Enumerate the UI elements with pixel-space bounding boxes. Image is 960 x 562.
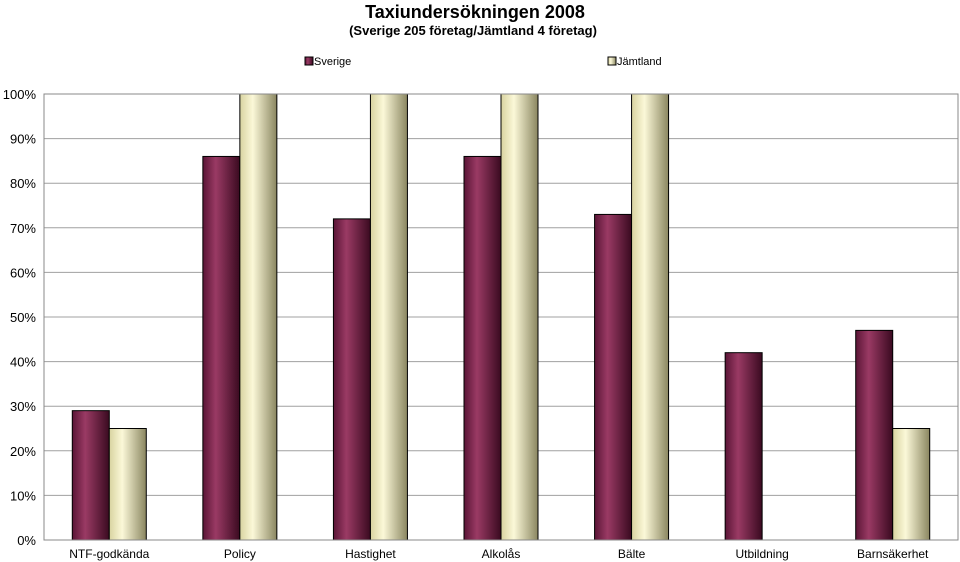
legend-label-sverige: Sverige bbox=[314, 56, 351, 68]
y-tick-label: 30% bbox=[10, 399, 36, 414]
y-tick-label: 70% bbox=[10, 221, 36, 236]
bar-sverige bbox=[724, 352, 763, 541]
bar-jamtland bbox=[369, 93, 408, 541]
bar-sverige bbox=[71, 410, 110, 541]
bar-jamtland bbox=[239, 93, 278, 541]
y-tick-label: 50% bbox=[10, 310, 36, 325]
bar-jamtland bbox=[108, 428, 147, 541]
y-tick-label: 10% bbox=[10, 488, 36, 503]
plot-area-border bbox=[43, 93, 959, 541]
bar-jamtland bbox=[892, 428, 931, 541]
legend-label-jamtland: Jämtland bbox=[617, 56, 662, 68]
y-tick-label: 0% bbox=[17, 533, 36, 548]
x-category-label: NTF-godkända bbox=[69, 547, 149, 561]
y-tick-label: 100% bbox=[3, 87, 37, 102]
y-tick-label: 90% bbox=[10, 132, 36, 147]
x-category-label: Policy bbox=[224, 547, 256, 561]
bar-sverige bbox=[855, 329, 894, 541]
legend-swatch-jamtland bbox=[607, 56, 617, 66]
y-tick-label: 20% bbox=[10, 444, 36, 459]
bar-sverige bbox=[594, 213, 633, 541]
bar-sverige bbox=[202, 155, 241, 541]
x-axis-labels: NTF-godkända Policy Hastighet Alkolås Bälte U… bbox=[69, 547, 929, 561]
x-category-label: Utbildning bbox=[735, 547, 788, 561]
legend-swatch-sverige bbox=[304, 56, 314, 66]
legend: Sverige Jämtland bbox=[304, 56, 662, 68]
y-axis-ticks: 0% 10% 20% 30% 40% 50% 60% 70% 80% 90% 100% bbox=[3, 87, 37, 548]
x-category-label: Bälte bbox=[618, 547, 646, 561]
x-category-label: Hastighet bbox=[345, 547, 396, 561]
bars bbox=[71, 93, 931, 541]
y-tick-label: 60% bbox=[10, 265, 36, 280]
y-tick-label: 80% bbox=[10, 176, 36, 191]
bar-jamtland bbox=[500, 93, 539, 541]
bar-jamtland bbox=[631, 93, 670, 541]
bar-sverige bbox=[332, 218, 371, 541]
x-category-label: Barnsäkerhet bbox=[857, 547, 929, 561]
y-tick-label: 40% bbox=[10, 355, 36, 370]
chart-title: Taxiundersökningen 2008 bbox=[365, 2, 585, 22]
bar-sverige bbox=[463, 155, 502, 541]
x-category-label: Alkolås bbox=[482, 547, 521, 561]
chart-subtitle: (Sverige 205 företag/Jämtland 4 företag) bbox=[349, 23, 597, 38]
